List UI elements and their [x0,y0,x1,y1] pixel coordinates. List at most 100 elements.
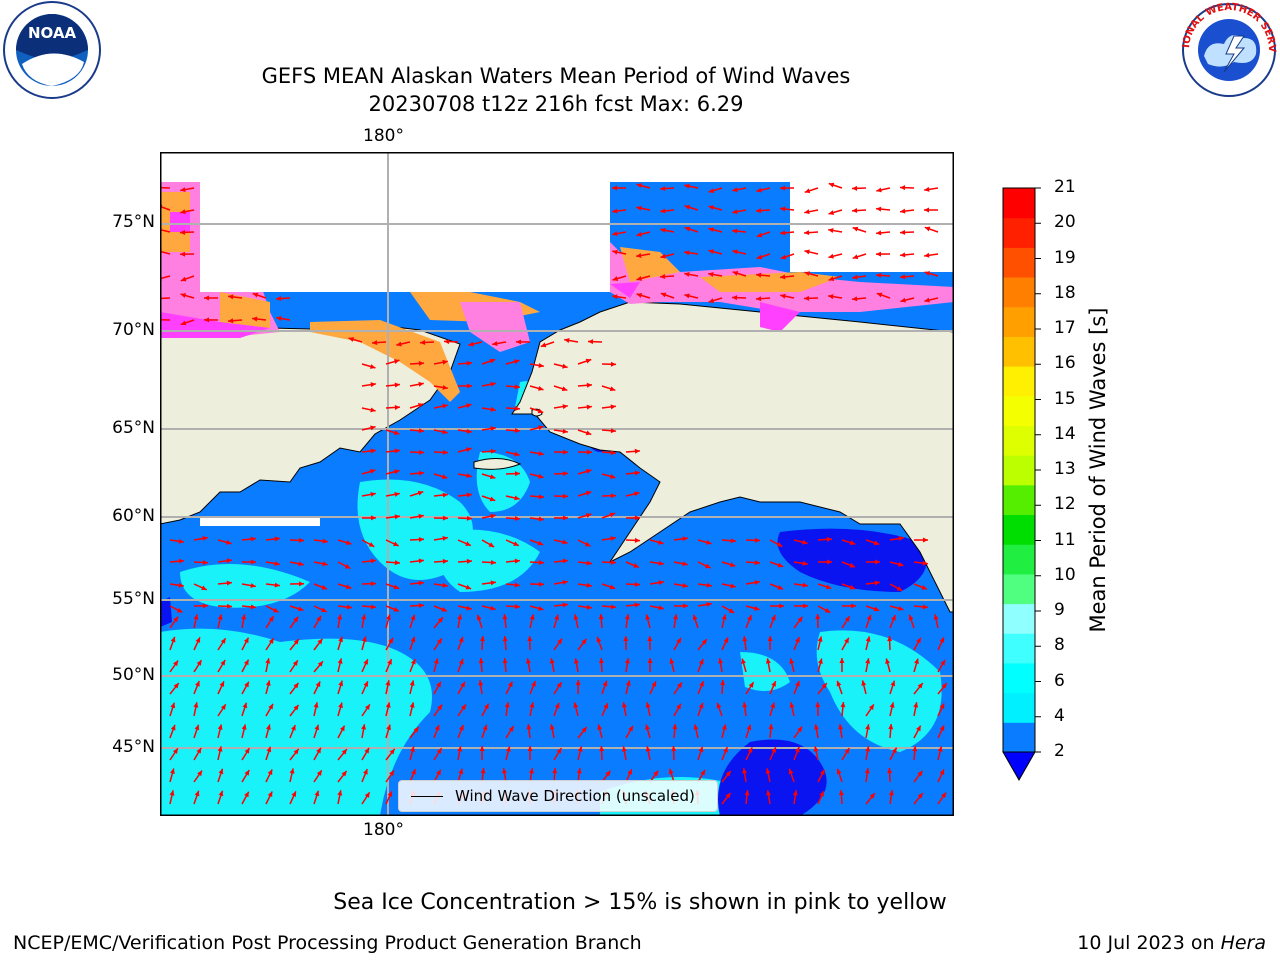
wind-wave-arrowhead [562,449,568,455]
wind-wave-arrowhead [502,614,508,620]
wind-wave-arrowhead [612,185,618,191]
wind-wave-arrowhead [924,271,931,276]
wind-wave-arrowhead [844,637,849,644]
wind-wave-arrowhead [554,614,559,621]
wind-wave-arrowhead [597,724,603,730]
wind-wave-arrowhead [658,539,664,545]
wind-wave-arrowhead [385,680,391,686]
wind-wave-arrowhead [418,470,424,476]
wind-wave-arrowhead [721,724,727,730]
colorbar-tick-label: 17 [1054,318,1076,338]
wind-wave-arrowhead [369,469,376,474]
wind-wave-arrowhead [457,614,463,620]
wind-wave-arrowhead [732,295,738,301]
wind-wave-arrowhead [876,187,882,193]
wind-wave-arrowhead [921,585,927,590]
wind-wave-arrowhead [267,769,273,776]
wind-wave-arrowhead [338,680,344,687]
wind-wave-arrowhead [586,382,592,388]
wind-wave-arrowhead [780,185,786,191]
wind-wave-arrowhead [924,207,930,213]
colorbar-segment [1003,366,1035,397]
wind-wave-arrowhead [754,560,760,566]
wind-wave-arrowhead [839,658,845,664]
wind-wave-arrowhead [345,540,352,545]
wind-wave-arrowhead [458,636,464,643]
wind-wave-arrowhead [612,276,619,281]
legend-label: Wind Wave Direction (unscaled) [455,787,695,805]
chart-title: GEFS MEAN Alaskan Waters Mean Period of … [261,64,851,88]
wind-wave-arrowhead [585,513,592,518]
bottom-lon-label: 180° [363,820,404,840]
wind-wave-arrowhead [228,318,234,324]
wind-wave-arrowhead [180,293,187,298]
wind-wave-arrowhead [621,702,627,708]
wind-wave-arrowhead [489,474,496,480]
wind-wave-arrowhead [900,229,906,235]
wind-wave-arrowhead [317,638,323,645]
wind-wave-arrowhead [924,186,930,192]
wind-wave-arrowhead [364,792,370,798]
wind-wave-arrowhead [788,768,794,775]
wind-wave-arrowhead [819,791,824,797]
wind-wave-arrowhead [864,768,870,774]
wind-wave-arrowhead [581,727,587,733]
lat-label-45: 45°N [112,737,155,757]
map-panel [160,152,954,816]
wind-wave-arrowhead [490,426,496,432]
wind-wave-arrowhead [770,702,776,709]
wind-wave-arrowhead [562,363,568,369]
wind-wave-arrowhead [647,658,653,664]
wind-wave-arrowhead [394,404,400,410]
wind-wave-arrowhead [698,702,704,709]
wind-wave-arrowhead [195,637,201,643]
wind-wave-arrowhead [370,581,376,587]
wind-wave-arrowhead [385,614,391,620]
wind-wave-arrowhead [876,272,882,278]
wind-wave-arrowhead [220,659,226,666]
wind-wave-arrowhead [220,704,226,710]
wind-wave-arrowhead [490,513,496,519]
wind-wave-arrowhead [671,746,677,752]
wind-wave-arrowhead [466,428,472,434]
wind-wave-arrowhead [636,293,643,298]
wind-wave-arrowhead [298,581,304,587]
wind-wave-arrowhead [418,536,424,542]
wind-wave-arrowhead [778,603,784,609]
wind-wave-arrowhead [265,680,271,686]
wind-wave-arrow [160,205,171,211]
wind-wave-arrowhead [196,747,202,754]
wind-wave-arrow [160,250,171,255]
wind-wave-arrowhead [219,681,225,687]
wind-wave-arrowhead [633,563,639,568]
wind-wave-arrowhead [852,254,859,260]
wind-wave-arrowhead [836,680,842,687]
wind-wave-arrowhead [706,582,712,588]
wind-wave-arrowhead [889,702,895,708]
wind-wave-arrowhead [797,616,803,623]
wind-wave-arrow [160,297,171,300]
wind-wave-arrowhead [645,746,651,752]
wind-wave-arrowhead [586,604,592,610]
colorbar-segment [1003,247,1035,278]
wind-wave-arrowhead [653,770,659,777]
colorbar-segment [1003,692,1035,723]
wind-wave-arrowhead [562,404,568,410]
wind-wave-arrowhead [698,746,704,753]
wind-wave-arrowhead [861,680,867,686]
wind-wave-arrowhead [413,727,419,733]
wind-wave-arrowhead [676,637,681,644]
wind-wave-arrowhead [742,636,748,642]
colorbar-tick-label: 18 [1054,282,1076,303]
wind-wave-arrowhead [924,252,930,258]
wind-wave-arrowhead [265,724,271,730]
wind-wave-arrowhead [721,614,727,620]
sea-ice-note: Sea Ice Concentration > 15% is shown in … [333,890,947,915]
wind-wave-arrowhead [776,542,783,547]
wind-wave-arrowhead [672,724,678,730]
wind-wave-arrowhead [317,661,323,667]
wind-wave-arrowhead [244,748,250,754]
wind-wave-arrowhead [562,471,568,477]
wind-wave-arrowhead [898,536,904,541]
wind-wave-arrowhead [549,658,555,664]
